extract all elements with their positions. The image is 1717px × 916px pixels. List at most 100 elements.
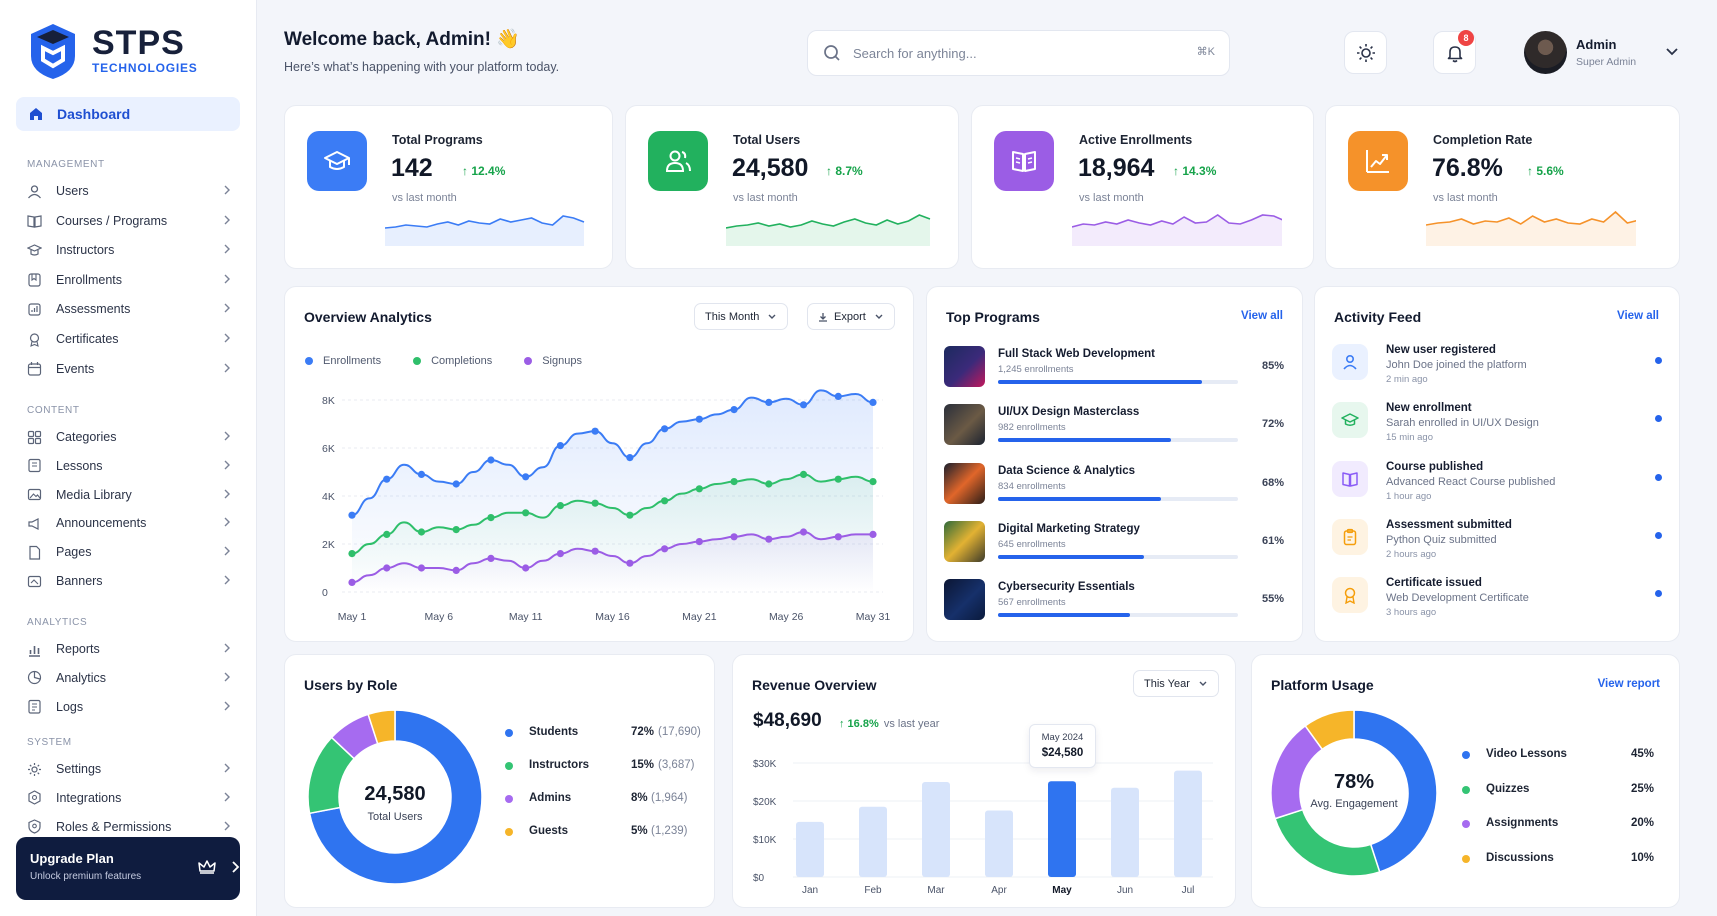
view-all-link[interactable]: View all: [1617, 310, 1659, 322]
data-point-completions[interactable]: [834, 475, 842, 483]
data-point-signups[interactable]: [626, 559, 634, 567]
data-point-completions[interactable]: [487, 514, 495, 522]
data-point-signups[interactable]: [591, 547, 599, 555]
bar-mar[interactable]: [922, 782, 950, 877]
data-point-completions[interactable]: [417, 528, 426, 536]
data-point-completions[interactable]: [869, 478, 877, 486]
activity-item[interactable]: New user registered John Doe joined the p…: [1332, 342, 1662, 392]
data-point-signups[interactable]: [417, 564, 426, 572]
data-point-enrollments[interactable]: [522, 473, 530, 481]
data-point-enrollments[interactable]: [730, 406, 738, 414]
sidebar-item-media-library[interactable]: Media Library: [27, 483, 233, 507]
sidebar-item-settings[interactable]: Settings: [27, 757, 233, 781]
data-point-completions[interactable]: [730, 478, 738, 486]
data-point-completions[interactable]: [661, 497, 669, 505]
program-row[interactable]: Cybersecurity Essentials 567 enrollments 5…: [944, 579, 1284, 621]
data-point-completions[interactable]: [765, 480, 773, 488]
data-point-enrollments[interactable]: [452, 480, 460, 488]
sidebar-item-events[interactable]: Events: [27, 357, 233, 381]
data-point-completions[interactable]: [348, 550, 356, 558]
data-point-enrollments[interactable]: [383, 475, 391, 483]
sidebar-item-assessments[interactable]: Assessments: [27, 297, 233, 321]
bar-jan[interactable]: [796, 821, 824, 877]
data-point-signups[interactable]: [695, 538, 703, 546]
sidebar-item-certificates[interactable]: Certificates: [27, 327, 233, 351]
data-point-completions[interactable]: [591, 499, 599, 507]
sidebar-item-banners[interactable]: Banners: [27, 569, 233, 593]
data-point-enrollments[interactable]: [869, 398, 877, 406]
notifications-button[interactable]: 8: [1433, 30, 1476, 74]
view-all-link[interactable]: View all: [1241, 310, 1283, 322]
donut-slice-guests[interactable]: [367, 709, 396, 745]
data-point-signups[interactable]: [487, 554, 495, 562]
donut-slice-video-lessons[interactable]: [1353, 709, 1438, 873]
data-point-enrollments[interactable]: [695, 415, 703, 423]
bar-may[interactable]: [1048, 781, 1076, 877]
chevron-down-icon[interactable]: [1665, 46, 1679, 58]
search-input[interactable]: [853, 45, 1173, 61]
activity-item[interactable]: Course published Advanced React Course pu…: [1332, 459, 1662, 509]
sidebar-item-analytics[interactable]: Analytics: [27, 666, 233, 690]
data-point-completions[interactable]: [695, 485, 703, 493]
theme-toggle-button[interactable]: [1344, 31, 1387, 74]
activity-item[interactable]: New enrollment Sarah enrolled in UI/UX De…: [1332, 400, 1662, 450]
data-point-enrollments[interactable]: [661, 425, 669, 433]
data-point-completions[interactable]: [626, 511, 634, 519]
data-point-enrollments[interactable]: [765, 398, 773, 406]
sidebar-item-enrollments[interactable]: Enrollments: [27, 268, 233, 292]
data-point-completions[interactable]: [452, 526, 460, 534]
data-point-signups[interactable]: [556, 550, 564, 558]
data-point-enrollments[interactable]: [626, 454, 634, 462]
data-point-enrollments[interactable]: [417, 470, 426, 478]
sidebar-item-pages[interactable]: Pages: [27, 540, 233, 564]
user-name[interactable]: Admin: [1576, 37, 1617, 52]
donut-slice-students[interactable]: [308, 709, 483, 885]
avatar[interactable]: [1524, 31, 1567, 74]
program-row[interactable]: Full Stack Web Development 1,245 enrollme…: [944, 346, 1284, 388]
data-point-completions[interactable]: [522, 509, 530, 517]
bar-apr[interactable]: [985, 810, 1013, 878]
sidebar-item-dashboard[interactable]: Dashboard: [16, 97, 240, 131]
data-point-enrollments[interactable]: [348, 511, 356, 519]
data-point-signups[interactable]: [765, 535, 773, 543]
program-row[interactable]: Digital Marketing Strategy 645 enrollment…: [944, 520, 1284, 563]
data-point-enrollments[interactable]: [834, 392, 842, 400]
data-point-signups[interactable]: [799, 528, 808, 536]
sidebar-item-categories[interactable]: Categories: [27, 425, 233, 449]
search-bar[interactable]: ⌘K: [807, 30, 1230, 76]
bar-jul[interactable]: [1174, 770, 1202, 877]
data-point-signups[interactable]: [834, 533, 842, 541]
year-dropdown[interactable]: This Year: [1133, 670, 1219, 697]
data-point-completions[interactable]: [383, 530, 391, 538]
data-point-enrollments[interactable]: [487, 456, 495, 464]
donut-slice-quizzes[interactable]: [1274, 808, 1381, 877]
bar-jun[interactable]: [1111, 787, 1139, 877]
data-point-enrollments[interactable]: [556, 442, 564, 450]
data-point-completions[interactable]: [556, 502, 564, 510]
data-point-signups[interactable]: [452, 566, 460, 574]
data-point-completions[interactable]: [799, 470, 808, 478]
sidebar-item-users[interactable]: Users: [27, 179, 233, 203]
export-button[interactable]: Export: [807, 303, 895, 330]
sidebar-item-logs[interactable]: Logs: [27, 695, 233, 719]
program-row[interactable]: Data Science & Analytics 834 enrollments 6…: [944, 462, 1284, 505]
period-dropdown[interactable]: This Month: [694, 303, 789, 330]
data-point-signups[interactable]: [348, 578, 356, 586]
sidebar-item-announcements[interactable]: Announcements: [27, 511, 233, 535]
sidebar-item-instructors[interactable]: Instructors: [27, 238, 233, 262]
donut-slice-discussions[interactable]: [1304, 709, 1355, 751]
data-point-signups[interactable]: [383, 564, 391, 572]
data-point-signups[interactable]: [869, 530, 877, 538]
activity-item[interactable]: Certificate issued Web Development Certif…: [1332, 575, 1662, 625]
data-point-signups[interactable]: [522, 564, 530, 572]
sidebar-item-courses-programs[interactable]: Courses / Programs: [27, 209, 233, 233]
data-point-enrollments[interactable]: [591, 427, 599, 435]
sidebar-item-reports[interactable]: Reports: [27, 637, 233, 661]
data-point-signups[interactable]: [661, 545, 669, 553]
chevron-right-icon[interactable]: [230, 861, 240, 873]
data-point-enrollments[interactable]: [799, 401, 808, 409]
sidebar-item-roles-permissions[interactable]: Roles & Permissions: [27, 815, 233, 839]
brand-logo[interactable]: STPS TECHNOLOGIES: [28, 22, 198, 80]
sidebar-item-integrations[interactable]: Integrations: [27, 786, 233, 810]
view-report-link[interactable]: View report: [1597, 678, 1660, 690]
